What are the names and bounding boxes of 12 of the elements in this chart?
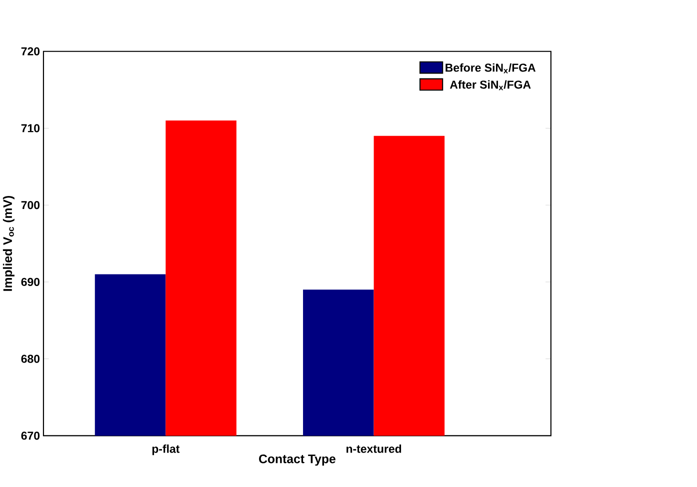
x-tick-label: p-flat (152, 444, 180, 456)
legend-label: After SiN$_{x}$/FGA (450, 80, 531, 90)
y-axis-title: Implied V$_{oc}$ (mV) (2, 196, 14, 291)
y-tick-label: 700 (21, 201, 40, 210)
y-tick-label: 680 (21, 354, 40, 363)
y-tick-label: 710 (21, 124, 40, 132)
y-tick-label: 690 (21, 278, 40, 286)
y-tick-label: 670 (21, 432, 40, 440)
y-tick-label: 720 (21, 47, 40, 56)
legend-label: Before SiN$_{x}$/FGA (446, 63, 536, 74)
x-tick-label: n-textured (346, 444, 402, 453)
x-axis-title: Contact Type (259, 454, 336, 466)
